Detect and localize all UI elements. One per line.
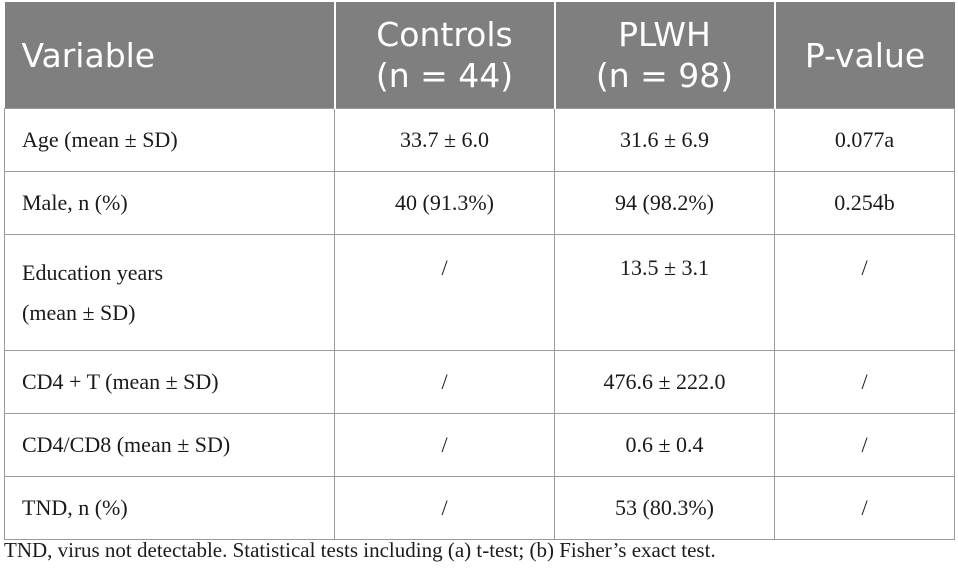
table-footnote: TND, virus not detectable. Statistical t… [4, 538, 716, 562]
row-label: CD4/CD8 (mean ± SD) [4, 413, 335, 477]
controls-cell: 40 (91.3%) [334, 171, 555, 235]
p-value-cell: / [774, 476, 955, 540]
header-plwh-n: (n = 98) [595, 56, 734, 95]
data-table-container: Variable Controls (n = 44) PLWH (n = 98)… [4, 2, 955, 540]
p-value-cell: 0.254b [774, 171, 955, 235]
p-value-cell: / [774, 234, 955, 351]
row-label: TND, n (%) [4, 476, 335, 540]
table-row: CD4/CD8 (mean ± SD) / 0.6 ± 0.4 / [4, 413, 955, 477]
plwh-cell: 53 (80.3%) [554, 476, 775, 540]
controls-cell: 33.7 ± 6.0 [334, 108, 555, 172]
plwh-cell: 476.6 ± 222.0 [554, 350, 775, 414]
controls-cell: / [334, 350, 555, 414]
table-row: Age (mean ± SD) 33.7 ± 6.0 31.6 ± 6.9 0.… [4, 108, 955, 172]
plwh-cell: 31.6 ± 6.9 [554, 108, 775, 172]
table-row: Education years (mean ± SD) / 13.5 ± 3.1… [4, 234, 955, 351]
header-p-value: P-value [773, 2, 955, 109]
header-controls-title: Controls [376, 15, 513, 54]
p-value-cell: / [774, 350, 955, 414]
controls-cell: / [334, 234, 555, 351]
row-label-line1: Education years [22, 259, 164, 285]
row-label-line2: (mean ± SD) [22, 299, 136, 325]
row-label: CD4 + T (mean ± SD) [4, 350, 335, 414]
plwh-cell: 94 (98.2%) [554, 171, 775, 235]
header-controls: Controls (n = 44) [333, 2, 555, 109]
header-controls-n: (n = 44) [375, 56, 514, 95]
table-row: TND, n (%) / 53 (80.3%) / [4, 476, 955, 540]
p-value-cell: 0.077a [774, 108, 955, 172]
row-label: Male, n (%) [4, 171, 335, 235]
header-plwh: PLWH (n = 98) [553, 2, 775, 109]
plwh-cell: 0.6 ± 0.4 [554, 413, 775, 477]
plwh-cell: 13.5 ± 3.1 [554, 234, 775, 351]
header-plwh-title: PLWH [618, 15, 711, 54]
row-label: Age (mean ± SD) [4, 108, 335, 172]
table-row: CD4 + T (mean ± SD) / 476.6 ± 222.0 / [4, 350, 955, 414]
controls-cell: / [334, 476, 555, 540]
header-variable: Variable [4, 2, 335, 109]
demographics-table: Variable Controls (n = 44) PLWH (n = 98)… [4, 2, 955, 540]
table-row: Male, n (%) 40 (91.3%) 94 (98.2%) 0.254b [4, 171, 955, 235]
header-row: Variable Controls (n = 44) PLWH (n = 98)… [4, 2, 955, 109]
row-label: Education years (mean ± SD) [4, 234, 335, 351]
p-value-cell: / [774, 413, 955, 477]
controls-cell: / [334, 413, 555, 477]
